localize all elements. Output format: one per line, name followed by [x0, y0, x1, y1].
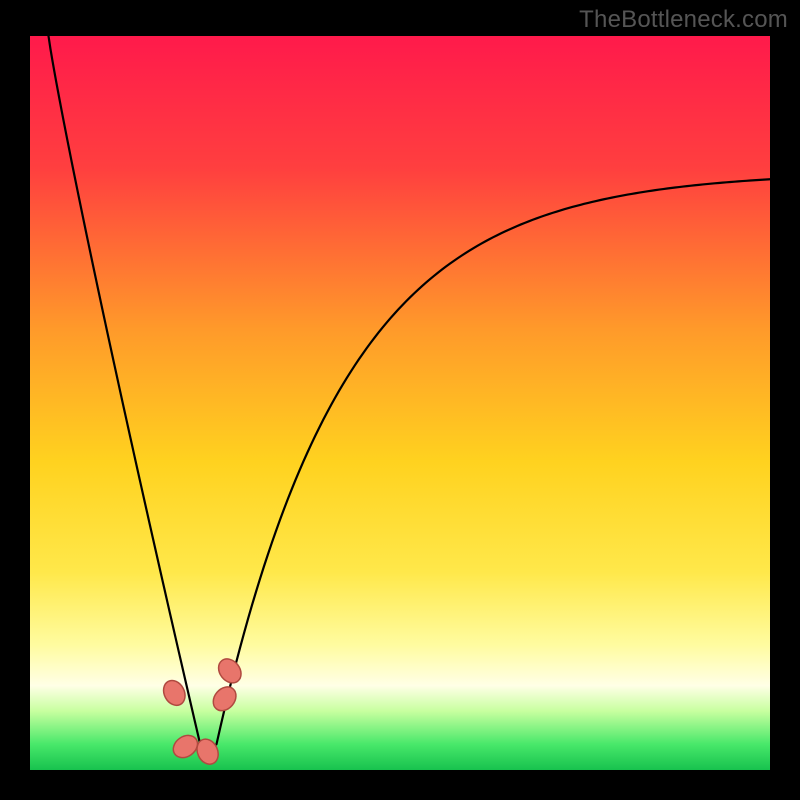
watermark-text: TheBottleneck.com — [579, 6, 788, 34]
chart-root: TheBottleneck.com — [0, 0, 800, 800]
gradient-field — [30, 36, 770, 770]
chart-svg — [0, 0, 800, 800]
